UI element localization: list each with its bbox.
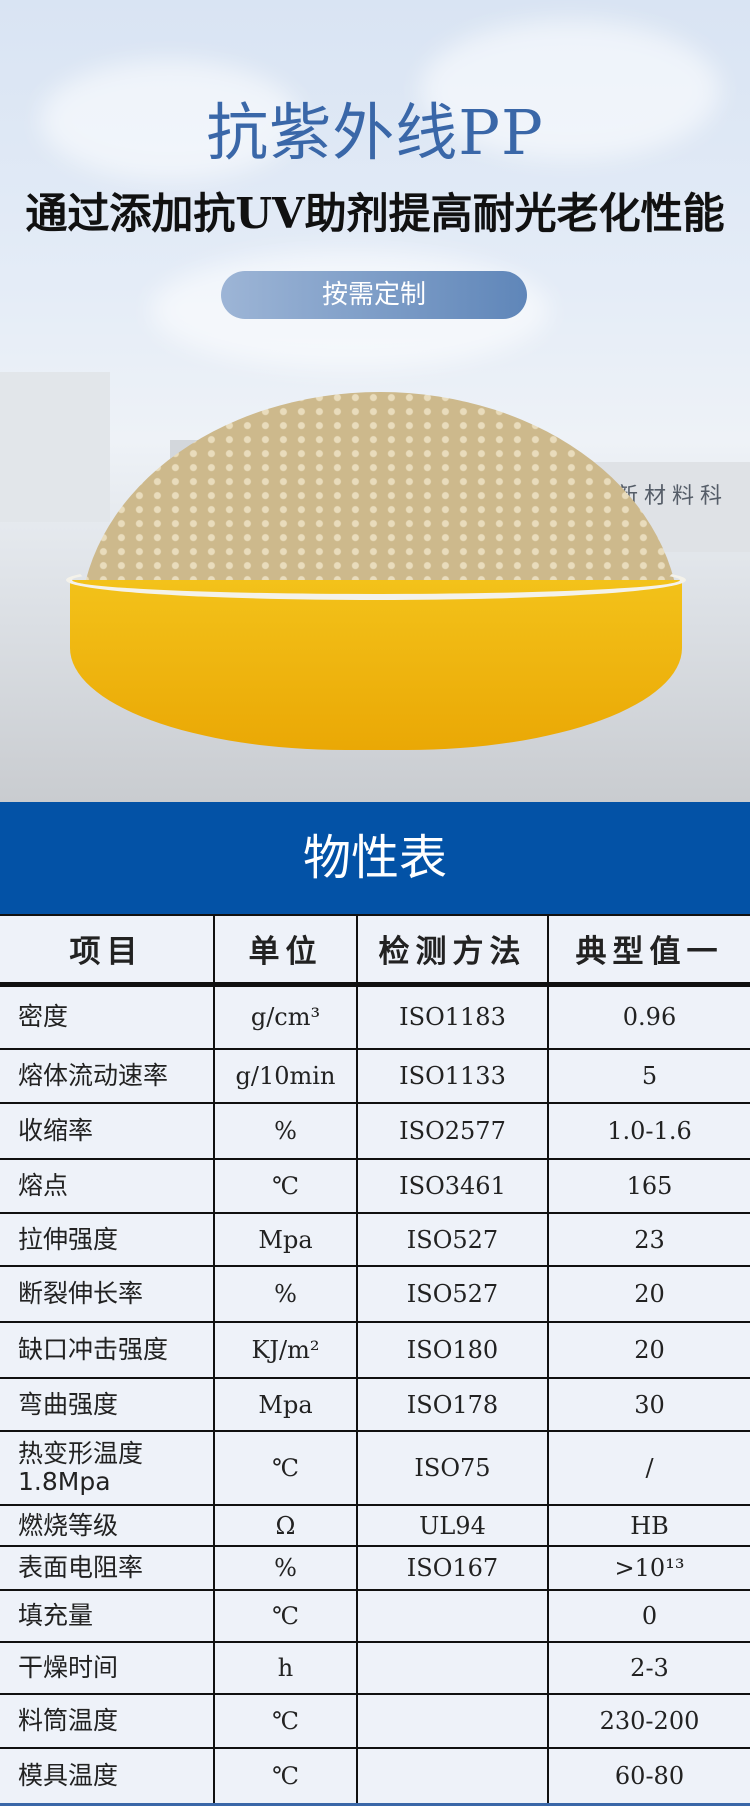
cell-method: UL94: [356, 1504, 549, 1547]
cell-value: 2-3: [547, 1641, 750, 1695]
cell-value: /: [547, 1430, 750, 1506]
cell-item: 拉伸强度: [0, 1212, 215, 1267]
cell-unit: %: [213, 1545, 358, 1591]
cell-method: ISO178: [356, 1377, 549, 1432]
cell-method: ISO167: [356, 1545, 549, 1591]
cell-value: 1.0-1.6: [547, 1102, 750, 1160]
cell-unit: %: [213, 1102, 358, 1160]
cell-method: [356, 1641, 549, 1695]
cell-unit: h: [213, 1641, 358, 1695]
cell-value: 0: [547, 1589, 750, 1643]
cell-item: 熔点: [0, 1158, 215, 1214]
table-row: 表面电阻率% ISO167 >10¹³: [0, 1545, 750, 1591]
cell-method: ISO75: [356, 1430, 549, 1506]
cell-method: [356, 1747, 549, 1805]
table-row: 收缩率% ISO2577 1.0-1.6: [0, 1102, 750, 1160]
cell-item: 缺口冲击强度: [0, 1321, 215, 1379]
cell-unit: Mpa: [213, 1377, 358, 1432]
header-value: 典型值一: [547, 914, 750, 987]
cell-unit: Ω: [213, 1504, 358, 1547]
cell-item: 熔体流动速率: [0, 1048, 215, 1104]
cell-value: 230-200: [547, 1693, 750, 1749]
building: [0, 372, 110, 522]
cell-unit: g/10min: [213, 1048, 358, 1104]
header-unit: 单位: [213, 914, 358, 987]
yellow-bowl: [70, 580, 682, 750]
cloud: [40, 60, 300, 180]
cell-unit: ℃: [213, 1693, 358, 1749]
cell-item: 模具温度: [0, 1747, 215, 1805]
cell-item: 断裂伸长率: [0, 1265, 215, 1323]
customize-button[interactable]: 按需定制: [221, 271, 527, 319]
cell-item: 表面电阻率: [0, 1545, 215, 1591]
cell-value: >10¹³: [547, 1545, 750, 1591]
table-row: 拉伸强度 Mpa ISO527 23: [0, 1212, 750, 1267]
table-row: 熔点 ℃ ISO3461 165: [0, 1158, 750, 1214]
cell-method: ISO527: [356, 1265, 549, 1323]
cell-value: 165: [547, 1158, 750, 1214]
cell-unit: Mpa: [213, 1212, 358, 1267]
section-title: 物性表: [0, 802, 750, 914]
cell-value: 20: [547, 1321, 750, 1379]
table-row: 缺口冲击强度 KJ/m² ISO180 20: [0, 1321, 750, 1379]
cell-unit: ℃: [213, 1430, 358, 1506]
cell-unit: ℃: [213, 1158, 358, 1214]
cell-method: ISO527: [356, 1212, 549, 1267]
table-row: 断裂伸长率% ISO527 20: [0, 1265, 750, 1323]
table-header: 项目 单位 检测方法 典型值一: [0, 914, 750, 987]
table-row: 密度 g/cm³ ISO1183 0.96: [0, 983, 750, 1050]
cell-item: 密度: [0, 983, 215, 1050]
table-row: 燃烧等级 Ω UL94 HB: [0, 1504, 750, 1547]
header-method: 检测方法: [356, 914, 549, 987]
page-title: 抗紫外线PP: [206, 96, 544, 169]
cell-value: HB: [547, 1504, 750, 1547]
table-row: 干燥时间 h 2-3: [0, 1641, 750, 1695]
header-item: 项目: [0, 914, 215, 987]
cell-unit: g/cm³: [213, 983, 358, 1050]
cloud: [420, 20, 720, 160]
cell-unit: ℃: [213, 1589, 358, 1643]
table-row: 填充量 ℃ 0: [0, 1589, 750, 1643]
cell-item: 料筒温度: [0, 1693, 215, 1749]
cell-item: 收缩率: [0, 1102, 215, 1160]
cell-method: ISO1133: [356, 1048, 549, 1104]
cell-item: 热变形温度 1.8Mpa: [0, 1430, 215, 1506]
table-row: 模具温度 ℃ 60-80: [0, 1747, 750, 1805]
table-row: 料筒温度 ℃ 230-200: [0, 1693, 750, 1749]
cell-method: ISO180: [356, 1321, 549, 1379]
cell-item: 干燥时间: [0, 1641, 215, 1695]
cell-unit: ℃: [213, 1747, 358, 1805]
page-subtitle: 通过添加抗UV助剂提高耐光老化性能: [25, 189, 725, 238]
bowl-rim: [66, 560, 686, 600]
cell-method: ISO1183: [356, 983, 549, 1050]
cell-method: [356, 1589, 549, 1643]
footer-line: [0, 1803, 750, 1806]
cell-method: [356, 1693, 549, 1749]
cell-value: 5: [547, 1048, 750, 1104]
hero-banner: 滕越新材料科 抗紫外线PP 通过添加抗UV助剂提高耐光老化性能 按需定制: [0, 0, 750, 802]
cell-value: 23: [547, 1212, 750, 1267]
cell-item: 弯曲强度: [0, 1377, 215, 1432]
cell-item: 燃烧等级: [0, 1504, 215, 1547]
cell-method: ISO2577: [356, 1102, 549, 1160]
table-row: 弯曲强度 Mpa ISO178 30: [0, 1377, 750, 1432]
cell-item: 填充量: [0, 1589, 215, 1643]
cell-value: 0.96: [547, 983, 750, 1050]
cell-unit: KJ/m²: [213, 1321, 358, 1379]
cell-value: 60-80: [547, 1747, 750, 1805]
properties-table: 项目 单位 检测方法 典型值一 密度 g/cm³ ISO1183 0.96 熔体流动速率…: [0, 914, 750, 1805]
table-row: 热变形温度 1.8Mpa ℃ ISO75/: [0, 1430, 750, 1506]
cell-value: 20: [547, 1265, 750, 1323]
cell-value: 30: [547, 1377, 750, 1432]
cell-method: ISO3461: [356, 1158, 549, 1214]
cell-unit: %: [213, 1265, 358, 1323]
table-row: 熔体流动速率 g/10min ISO1133 5: [0, 1048, 750, 1104]
